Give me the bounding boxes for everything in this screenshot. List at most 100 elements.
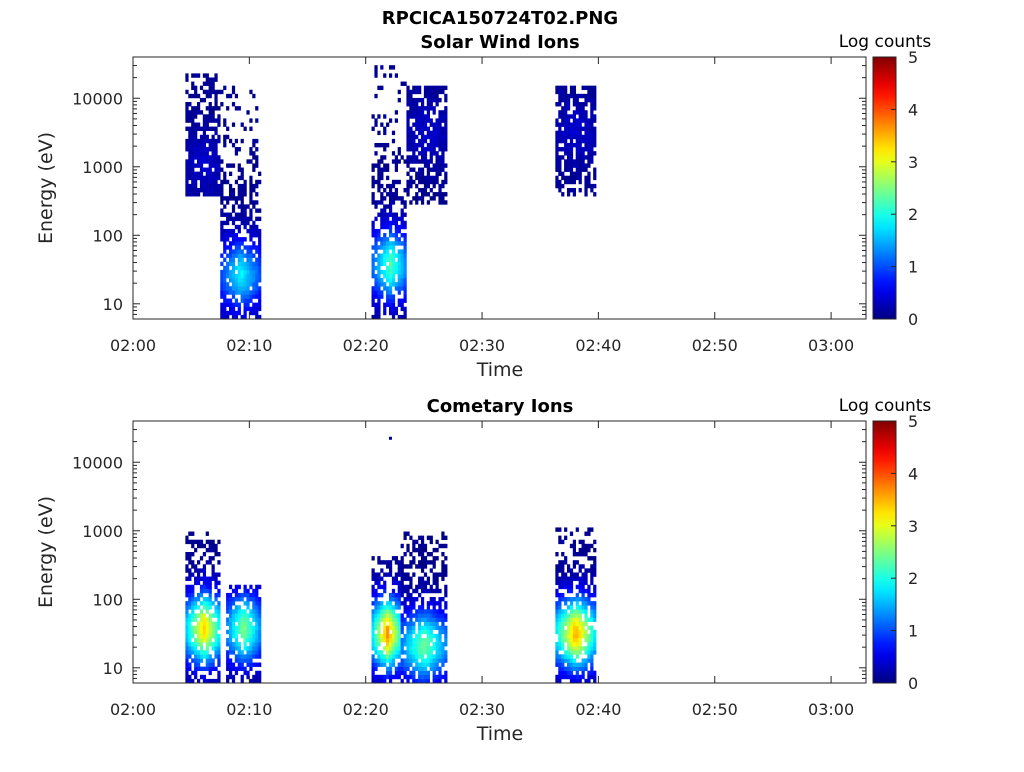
heatmap-cell <box>561 183 565 189</box>
heatmap-cell <box>566 130 571 136</box>
heatmap-cell <box>226 678 230 684</box>
heatmap-cell <box>572 102 577 107</box>
heatmap-cell <box>590 662 594 667</box>
heatmap-cell <box>418 650 422 655</box>
heatmap-cell <box>593 584 597 590</box>
heatmap-cell <box>555 118 559 123</box>
heatmap-cell <box>415 662 419 667</box>
heatmap-cell <box>226 269 230 275</box>
heatmap-cell <box>578 179 582 185</box>
heatmap-cell <box>214 584 218 590</box>
heatmap-cell <box>400 212 404 217</box>
heatmap-cell <box>226 629 230 635</box>
heatmap-cell <box>418 97 422 103</box>
heatmap-cell <box>444 564 448 569</box>
heatmap-cell <box>566 93 571 99</box>
heatmap-cell <box>388 310 393 316</box>
heatmap-cell <box>394 617 398 622</box>
heatmap-cell <box>199 674 204 680</box>
heatmap-cell <box>194 642 198 647</box>
heatmap-cell <box>211 114 215 119</box>
heatmap-cell <box>590 601 594 606</box>
heatmap-cell <box>394 674 398 680</box>
heatmap-cell <box>593 151 597 156</box>
heatmap-cell <box>418 110 422 115</box>
heatmap-cell <box>578 637 582 643</box>
heatmap-cell <box>412 572 416 577</box>
heatmap-cell <box>593 539 597 545</box>
heatmap-cell <box>243 584 247 590</box>
heatmap-cell <box>246 674 250 680</box>
heatmap-cell <box>391 233 396 238</box>
heatmap-cell <box>226 621 230 626</box>
heatmap-cell <box>418 564 422 569</box>
heatmap-cell <box>188 192 192 197</box>
heatmap-cell <box>432 97 436 103</box>
heatmap-cell <box>371 633 375 639</box>
heatmap-cell <box>432 175 436 181</box>
heatmap-cell <box>208 621 212 626</box>
heatmap-cell <box>593 572 597 577</box>
heatmap-cell <box>590 110 594 115</box>
heatmap-cell <box>409 167 413 172</box>
heatmap-cell <box>575 670 579 676</box>
heatmap-cell <box>397 666 401 672</box>
heatmap-cell <box>578 171 582 177</box>
heatmap-cell <box>400 261 404 267</box>
heatmap-cell <box>220 228 224 234</box>
heatmap-cell <box>578 633 582 639</box>
heatmap-cell <box>561 572 565 577</box>
heatmap-cell <box>581 633 585 639</box>
heatmap-cell <box>194 183 198 189</box>
heatmap-cell <box>423 163 428 168</box>
heatmap-cell <box>558 576 562 581</box>
heatmap-cell <box>575 130 579 136</box>
heatmap-cell <box>426 654 430 659</box>
heatmap-cell <box>214 547 218 553</box>
heatmap-cell <box>214 621 218 626</box>
heatmap-cell <box>561 155 565 160</box>
heatmap-cell <box>403 294 407 299</box>
heatmap-cell <box>237 228 241 234</box>
heatmap-cell <box>400 269 404 275</box>
heatmap-cell <box>403 552 407 557</box>
heatmap-cell <box>558 179 562 185</box>
heatmap-cell <box>564 629 568 635</box>
heatmap-cell <box>205 175 209 181</box>
y-tick-label: 1000 <box>82 522 123 541</box>
heatmap-cell <box>188 552 192 557</box>
heatmap-cell <box>406 597 410 602</box>
heatmap-cell <box>420 535 425 541</box>
heatmap-cell <box>196 572 201 577</box>
heatmap-cell <box>243 637 247 643</box>
heatmap-cell <box>441 151 445 156</box>
heatmap-cell <box>418 138 422 144</box>
heatmap-cell <box>228 298 233 303</box>
y-tick-label: 100 <box>92 590 123 609</box>
heatmap-cell <box>208 592 212 598</box>
heatmap-cell <box>228 629 233 635</box>
heatmap-cell <box>593 142 597 148</box>
heatmap-cell <box>558 188 562 193</box>
heatmap-cell <box>185 584 189 590</box>
heatmap-cell <box>249 175 253 181</box>
heatmap-cell <box>380 208 384 213</box>
heatmap-cell <box>188 629 192 635</box>
heatmap-cell <box>228 278 233 283</box>
heatmap-cell <box>377 286 381 291</box>
heatmap-cell <box>383 163 387 168</box>
heatmap-cell <box>569 122 574 127</box>
heatmap-cell <box>423 114 428 119</box>
heatmap-cell <box>444 97 448 103</box>
heatmap-cell <box>386 642 390 647</box>
heatmap-cell <box>566 617 571 622</box>
heatmap-cell <box>191 592 195 598</box>
heatmap-cell <box>438 674 442 680</box>
heatmap-cell <box>397 613 401 618</box>
heatmap-cell <box>252 224 256 230</box>
heatmap-cell <box>423 122 428 127</box>
heatmap-cell <box>423 580 428 586</box>
heatmap-cell <box>217 633 221 639</box>
heatmap-cell <box>228 658 233 663</box>
